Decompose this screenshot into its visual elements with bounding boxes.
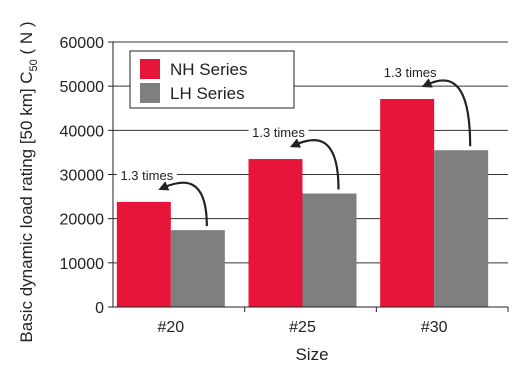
y-tick-label: 0 — [95, 300, 104, 317]
axes: 0 10000 20000 30000 40000 50000 60000 #20 #25 #30 — [60, 35, 509, 336]
y-tick-label: 40000 — [60, 123, 105, 140]
x-tick-label: #20 — [157, 319, 184, 336]
annotation-label: 1.3 times — [252, 125, 305, 140]
legend-label-lh: LH Series — [170, 84, 245, 103]
x-tick-label: #30 — [421, 319, 448, 336]
annotation-label-backdrop — [380, 64, 441, 81]
annotation-label-backdrop — [248, 125, 309, 142]
annotation-label: 1.3 times — [384, 65, 437, 80]
annotation-arrow — [158, 181, 208, 227]
bar-lh-1 — [170, 230, 225, 307]
legend: NH Series LH Series — [129, 50, 295, 109]
annotation-label-backdrop — [116, 167, 177, 184]
bar-nh-3 — [380, 98, 435, 307]
y-tick-label: 20000 — [60, 212, 105, 229]
annotation-label: 1.3 times — [120, 168, 173, 183]
legend-label-nh: NH Series — [170, 60, 247, 79]
y-tick-label: 60000 — [60, 35, 105, 52]
y-tick-label: 50000 — [60, 79, 105, 96]
annotation-arrow — [421, 78, 472, 147]
y-tick-label: 10000 — [60, 256, 105, 273]
annotation-arrow — [289, 138, 340, 190]
bar-lh-2 — [302, 193, 357, 307]
x-tick-label: #25 — [289, 319, 316, 336]
bar-nh-2 — [248, 159, 303, 307]
legend-swatch-lh — [140, 83, 160, 103]
y-axis-title: Basic dynamic load rating [50 km] C50 ( … — [17, 21, 40, 342]
y-tick-label: 30000 — [60, 168, 105, 185]
annotations: 1.3 times 1.3 times 1.3 times — [116, 64, 472, 227]
bar-nh-1 — [116, 201, 171, 307]
bars — [116, 98, 489, 307]
bar-lh-3 — [434, 150, 489, 307]
x-axis-title: Size — [295, 345, 328, 364]
legend-swatch-nh — [140, 59, 160, 79]
